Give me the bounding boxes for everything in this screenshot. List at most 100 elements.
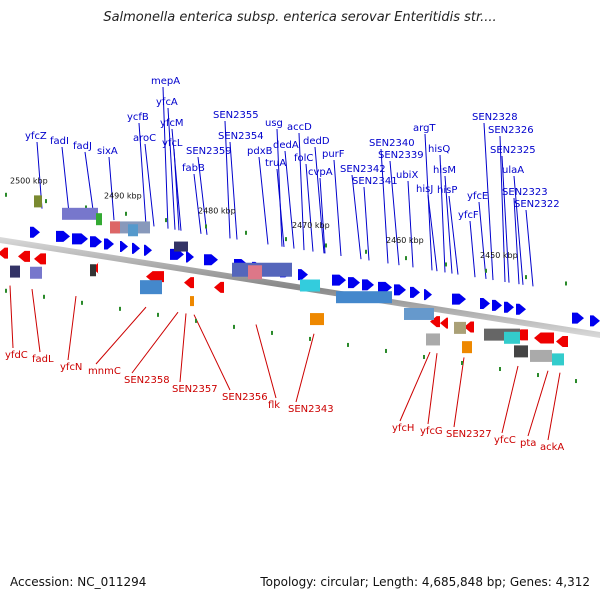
forward-gene-arrow — [132, 242, 140, 254]
gene-label-fadL: fadL — [32, 354, 54, 365]
forward-gene-arrow — [424, 289, 432, 301]
label-leader-line — [501, 365, 519, 434]
feature-block — [310, 313, 324, 326]
feature-mark — [43, 294, 45, 299]
label-leader-line — [193, 173, 202, 234]
forward-gene-arrow — [362, 279, 374, 291]
forward-gene-arrow — [378, 281, 392, 293]
feature-block — [128, 224, 138, 237]
forward-gene-arrow — [516, 303, 526, 315]
label-leader-line — [31, 289, 41, 353]
gene-label-accD: accD — [287, 122, 312, 133]
feature-block — [336, 291, 392, 304]
gene-label-yfcN: yfcN — [60, 362, 82, 373]
label-leader-line — [229, 141, 238, 240]
feature-mark — [499, 367, 501, 372]
feature-block — [190, 296, 194, 307]
gene-label-hisM: hisM — [433, 165, 456, 176]
kbp-tick-label: 2490 kbp — [104, 191, 142, 200]
gene-label-SEN2354: SEN2354 — [218, 131, 264, 142]
label-leader-line — [525, 209, 534, 287]
label-leader-line — [197, 156, 208, 235]
feature-mark — [195, 318, 197, 323]
gene-label-yfcH: yfcH — [392, 423, 414, 434]
kbp-tick-label: 2460 kbp — [386, 236, 424, 245]
feature-mark — [285, 237, 287, 242]
feature-mark — [45, 199, 47, 204]
feature-block — [34, 195, 42, 208]
label-leader-line — [483, 122, 494, 281]
label-leader-line — [179, 313, 187, 383]
label-leader-line — [298, 132, 305, 251]
feature-block — [174, 241, 188, 252]
gene-label-flk: flk — [268, 400, 280, 411]
feature-mark — [385, 348, 387, 353]
forward-gene-arrow — [204, 254, 218, 266]
label-leader-line — [167, 107, 176, 230]
gene-label-yfcF: yfcF — [458, 210, 479, 221]
forward-gene-arrow — [492, 299, 502, 311]
feature-mark — [565, 281, 567, 286]
forward-gene-arrow — [410, 286, 420, 298]
label-leader-line — [84, 151, 95, 217]
gene-label-ubiX: ubiX — [396, 170, 418, 181]
feature-mark — [125, 211, 127, 216]
label-leader-line — [162, 86, 169, 229]
feature-mark — [205, 224, 207, 229]
gene-label-yfcE: yfcE — [467, 191, 488, 202]
gene-label-ackA: ackA — [540, 442, 564, 453]
label-leader-line — [469, 220, 476, 278]
label-leader-line — [131, 311, 179, 374]
kbp-tick-label: 2450 kbp — [480, 251, 518, 260]
gene-label-aroC: aroC — [133, 133, 156, 144]
label-leader-line — [333, 159, 342, 257]
reverse-gene-arrow — [0, 247, 8, 259]
feature-mark — [325, 243, 327, 248]
label-leader-line — [527, 370, 549, 437]
feature-mark — [165, 218, 167, 223]
forward-gene-arrow — [394, 284, 406, 296]
forward-gene-arrow — [348, 277, 360, 289]
feature-mark — [5, 192, 7, 197]
gene-label-argT: argT — [413, 123, 436, 134]
label-leader-line — [193, 314, 231, 391]
gene-label-SEN2339: SEN2339 — [378, 150, 424, 161]
label-leader-line — [501, 155, 510, 283]
feature-mark — [525, 275, 527, 280]
forward-gene-arrow — [590, 315, 600, 327]
forward-gene-arrow — [120, 241, 128, 252]
gene-label-yfcG: yfcG — [420, 426, 443, 437]
gene-label-SEN2328: SEN2328 — [472, 112, 518, 123]
reverse-gene-arrow — [464, 321, 474, 333]
label-leader-line — [363, 186, 370, 261]
label-leader-line — [444, 175, 453, 274]
gene-label-usg: usg — [265, 118, 283, 129]
gene-label-SEN2327: SEN2327 — [446, 429, 492, 440]
label-leader-line — [499, 135, 506, 282]
gene-label-yfcZ: yfcZ — [25, 131, 47, 142]
gene-label-hisP: hisP — [437, 185, 457, 196]
gene-label-yfdC: yfdC — [5, 350, 28, 361]
gene-label-truA: truA — [265, 158, 286, 169]
feature-mark — [461, 360, 463, 365]
label-leader-line — [453, 357, 465, 428]
label-leader-line — [255, 324, 277, 399]
gene-label-mnmC: mnmC — [88, 366, 121, 377]
gene-label-SEN2341: SEN2341 — [352, 176, 398, 187]
gene-label-mepA: mepA — [151, 76, 180, 87]
forward-gene-arrow — [72, 233, 88, 245]
label-leader-line — [314, 146, 325, 254]
label-leader-line — [276, 128, 283, 247]
gene-label-SEN2325: SEN2325 — [490, 145, 536, 156]
feature-block — [504, 331, 520, 344]
label-leader-line — [513, 197, 520, 285]
gene-label-SEN2340: SEN2340 — [369, 138, 415, 149]
forward-gene-arrow — [186, 251, 194, 263]
label-leader-line — [439, 154, 446, 273]
feature-mark — [271, 330, 273, 335]
accession-text: Accession: NC_011294 — [10, 575, 147, 589]
gene-label-sixA: sixA — [97, 146, 118, 157]
gene-label-pdxB: pdxB — [247, 146, 273, 157]
reverse-gene-arrow — [430, 316, 440, 328]
